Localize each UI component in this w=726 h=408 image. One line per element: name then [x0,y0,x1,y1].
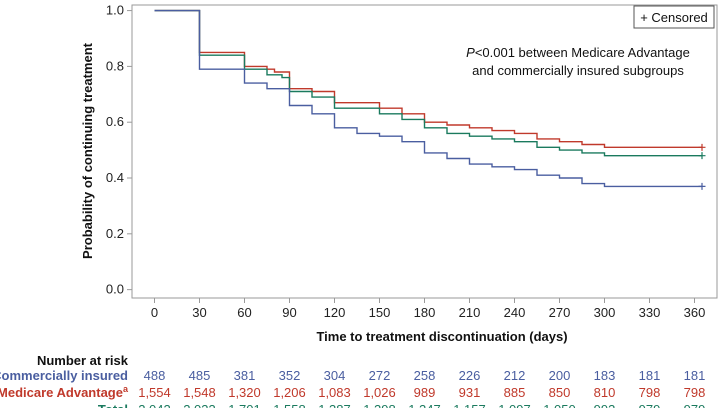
risk-value-commercially-insured: 272 [369,368,391,383]
risk-value-commercially-insured: 258 [414,368,436,383]
km-curve-medicare-advantage [154,9,702,148]
risk-value-total: 1,157 [453,402,486,408]
x-tick-label: 150 [369,305,391,320]
risk-value-commercially-insured: 485 [189,368,211,383]
km-curve-total [154,9,702,157]
risk-row-label-text: Total [98,402,128,408]
y-tick-label: 1.0 [106,3,124,18]
y-tick-label: 0.4 [106,170,124,185]
risk-value-medicare-advantage: 1,554 [138,385,171,400]
censor-mark-medicare-advantage [698,143,706,151]
x-tick-label: 300 [594,305,616,320]
risk-row-label-text: Medicare Advantage [0,385,123,400]
risk-value-commercially-insured: 183 [594,368,616,383]
risk-row-label-total: Total [98,402,128,408]
risk-value-commercially-insured: 212 [504,368,526,383]
risk-value-commercially-insured: 181 [684,368,706,383]
risk-value-medicare-advantage: 931 [459,385,481,400]
risk-value-medicare-advantage: 1,083 [318,385,351,400]
x-tick-label: 120 [324,305,346,320]
annotation-p-italic: P [466,45,475,60]
annotation-line-2: and commercially insured subgroups [472,63,684,78]
risk-value-total: 1,097 [498,402,531,408]
risk-value-total: 1,558 [273,402,306,408]
risk-row-label-text: Commercially insured [0,368,128,383]
risk-value-medicare-advantage: 1,206 [273,385,306,400]
y-tick-label: 0.8 [106,58,124,73]
x-tick-label: 360 [684,305,706,320]
annotation-line-1-text: <0.001 between Medicare Advantage [475,45,690,60]
risk-row-label-commercially-insured: Commercially insured [0,368,128,383]
risk-value-commercially-insured: 181 [639,368,661,383]
risk-value-medicare-advantage: 1,026 [363,385,396,400]
risk-value-medicare-advantage: 989 [414,385,436,400]
y-tick-label: 0.0 [106,282,124,297]
risk-value-medicare-advantage: 850 [549,385,571,400]
risk-row-superscript: a [123,384,129,394]
x-tick-label: 330 [639,305,661,320]
x-tick-label: 90 [282,305,296,320]
risk-value-total: 1,701 [228,402,261,408]
risk-value-total: 979 [639,402,661,408]
risk-value-commercially-insured: 200 [549,368,571,383]
risk-value-total: 1,050 [543,402,576,408]
km-curve-commercially-insured [154,9,702,188]
y-tick-label: 0.2 [106,226,124,241]
risk-value-medicare-advantage: 1,320 [228,385,261,400]
risk-value-commercially-insured: 381 [234,368,256,383]
risk-value-total: 1,387 [318,402,351,408]
risk-value-total: 993 [594,402,616,408]
risk-row-label-medicare-advantage: Medicare Advantagea [0,384,129,400]
x-tick-label: 270 [549,305,571,320]
risk-value-total: 1,298 [363,402,396,408]
legend-box [633,5,715,29]
legend-censored: + Censored [640,10,708,25]
risk-value-medicare-advantage: 798 [639,385,661,400]
risk-value-medicare-advantage: 810 [594,385,616,400]
censor-mark-total [698,152,706,160]
risk-value-commercially-insured: 304 [324,368,346,383]
risk-value-medicare-advantage: 885 [504,385,526,400]
risk-value-total: 979 [684,402,706,408]
annotation-line-1: P<0.001 between Medicare Advantage [466,45,690,60]
risk-value-medicare-advantage: 798 [684,385,706,400]
risk-value-commercially-insured: 488 [144,368,166,383]
risk-table-header: Number at risk [37,353,129,368]
x-tick-label: 180 [414,305,436,320]
risk-value-commercially-insured: 352 [279,368,301,383]
x-tick-label: 0 [151,305,158,320]
risk-value-medicare-advantage: 1,548 [183,385,216,400]
y-axis-title: Probability of continuing treatment [80,42,95,259]
x-tick-label: 30 [192,305,206,320]
x-axis-title: Time to treatment discontinuation (days) [316,329,567,344]
x-tick-label: 240 [504,305,526,320]
censor-mark-commercially-insured [698,182,706,190]
y-tick-label: 0.6 [106,114,124,129]
x-tick-label: 210 [459,305,481,320]
risk-value-total: 2,042 [138,402,171,408]
x-tick-label: 60 [237,305,251,320]
risk-value-total: 2,033 [183,402,216,408]
risk-value-total: 1,247 [408,402,441,408]
risk-value-commercially-insured: 226 [459,368,481,383]
